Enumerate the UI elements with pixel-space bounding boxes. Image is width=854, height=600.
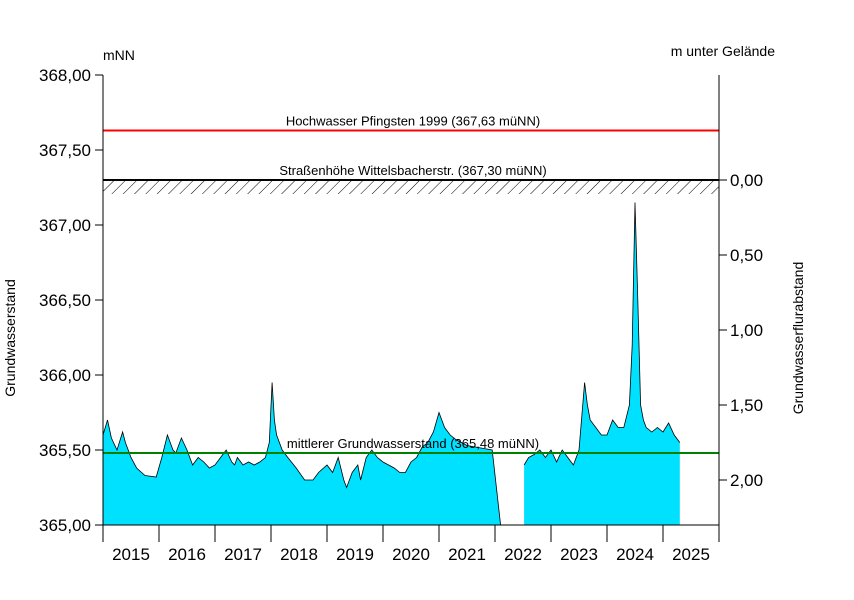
x-tick-label: 2022	[504, 545, 542, 564]
x-tick-label: 2021	[448, 545, 486, 564]
x-tick-label: 2019	[336, 545, 374, 564]
plot-area: Hochwasser Pfingsten 1999 (367,63 müNN) S…	[102, 114, 719, 526]
x-tick-label: 2015	[112, 545, 150, 564]
x-tick-label: 2023	[560, 545, 598, 564]
groundwater-line-1	[523, 202, 681, 466]
street-level-line-label: Straßenhöhe Wittelsbacherstr. (367,30 mü…	[279, 163, 546, 178]
x-tick-label: 2024	[616, 545, 654, 564]
x-tick-label: 2025	[672, 545, 710, 564]
mean-groundwater-line-label: mittlerer Grundwasserstand (365,48 müNN)	[287, 436, 539, 451]
y-tick-label-left: 368,00	[39, 66, 91, 85]
y-tick-label-right: 0,50	[730, 246, 763, 265]
x-tick-label: 2020	[392, 545, 430, 564]
y-tick-label-left: 365,00	[39, 516, 91, 535]
y-tick-label-right: 1,00	[730, 321, 763, 340]
y-tick-label-left: 365,50	[39, 441, 91, 460]
y-tick-label-left: 367,00	[39, 216, 91, 235]
y-tick-label-left: 367,50	[39, 141, 91, 160]
x-tick-label: 2017	[224, 545, 262, 564]
y-tick-label-right: 0,00	[730, 171, 763, 190]
street-level-hatch	[103, 180, 719, 194]
y-tick-label-right: 2,00	[730, 471, 763, 490]
y-tick-label-right: 1,50	[730, 396, 763, 415]
groundwater-area-0	[103, 382, 507, 525]
flood-1999-line-label: Hochwasser Pfingsten 1999 (367,63 müNN)	[286, 114, 540, 129]
y-tick-label-left: 366,50	[39, 291, 91, 310]
y-axis-label-left: Grundwasserstand	[2, 279, 18, 397]
x-tick-label: 2016	[168, 545, 206, 564]
x-tick-label: 2018	[280, 545, 318, 564]
groundwater-area-1	[524, 202, 680, 525]
groundwater-line-0	[102, 382, 507, 526]
right-unit-label: m unter Gelände	[671, 43, 775, 59]
y-axis-label-right: Grundwasserflurabstand	[790, 262, 806, 415]
left-unit-label: mNN	[103, 47, 135, 63]
y-tick-label-left: 366,00	[39, 366, 91, 385]
axes: 365,00 365,50 366,00 366,50 367,00 367,50 368,…	[39, 66, 763, 564]
